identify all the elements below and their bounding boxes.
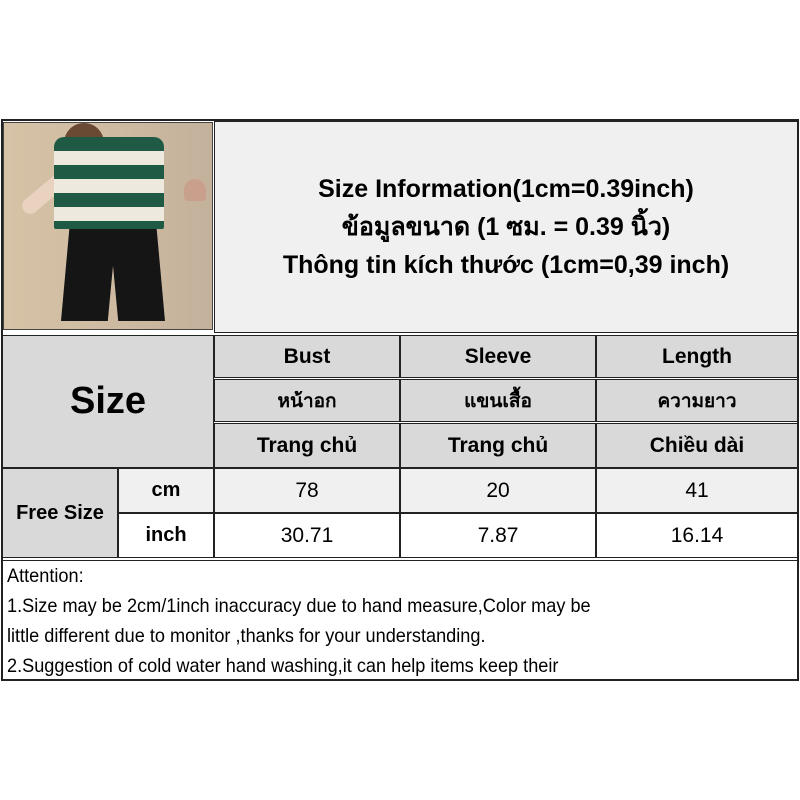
header-bust-vi: Trang chủ (214, 423, 400, 468)
cm-bust: 78 (214, 468, 400, 513)
size-info-title: Size Information(1cm=0.39inch) ข้อมูลขนา… (214, 121, 798, 333)
cm-sleeve: 20 (400, 468, 596, 513)
header-length-en: Length (596, 335, 798, 378)
header-sleeve-vi: Trang chủ (400, 423, 596, 468)
wall-sticker (184, 179, 206, 201)
size-header: Size (2, 335, 214, 468)
inch-bust: 30.71 (214, 513, 400, 558)
attention-notes: Attention: 1.Size may be 2cm/1inch inacc… (2, 560, 798, 680)
title-vietnamese: Thông tin kích thước (1cm=0,39 inch) (282, 251, 730, 279)
title-thai: ข้อมูลขนาด (1 ซม. = 0.39 นิ้ว) (341, 213, 671, 241)
shorts (61, 229, 165, 321)
header-sleeve-en: Sleeve (400, 335, 596, 378)
striped-shirt (54, 137, 164, 229)
inch-sleeve: 7.87 (400, 513, 596, 558)
unit-cm: cm (118, 468, 214, 513)
title-english: Size Information(1cm=0.39inch) (318, 175, 694, 203)
attention-line-1: 1.Size may be 2cm/1inch inaccuracy due t… (7, 595, 591, 617)
header-length-th: ความยาว (596, 379, 798, 422)
header-bust-th: หน้าอก (214, 379, 400, 422)
cm-length: 41 (596, 468, 798, 513)
header-sleeve-th: แขนเสื้อ (400, 379, 596, 422)
unit-inch: inch (118, 513, 214, 558)
attention-line-3: 2.Suggestion of cold water hand washing,… (7, 655, 559, 677)
inch-length: 16.14 (596, 513, 798, 558)
attention-line-2: little different due to monitor ,thanks … (7, 625, 486, 647)
free-size-label: Free Size (2, 468, 118, 558)
attention-heading: Attention: (7, 565, 84, 587)
header-bust-en: Bust (214, 335, 400, 378)
header-length-vi: Chiều dài (596, 423, 798, 468)
product-photo (3, 122, 213, 330)
